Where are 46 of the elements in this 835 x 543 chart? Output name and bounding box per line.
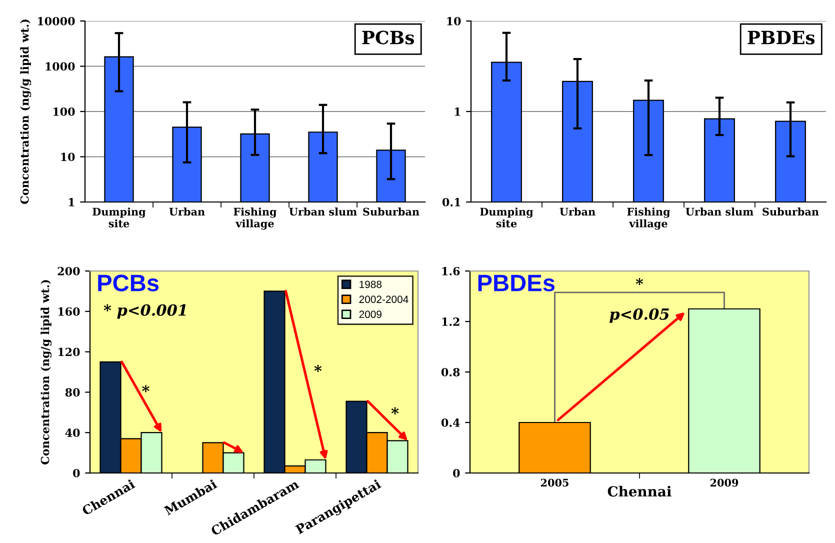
y-tick-label: 10 — [61, 152, 75, 162]
y-axis-title: Concentration (ng/g lipid wt.) — [20, 20, 32, 204]
y-axis-title: Concentration (ng/g lipid wt.) — [40, 280, 52, 464]
legend-label: 2009 — [359, 310, 382, 318]
y-tick-label: 10 — [447, 16, 461, 26]
y-tick-label: 0.8 — [441, 368, 460, 376]
annotation: * — [314, 364, 322, 372]
y-tick-label: 0 — [73, 468, 80, 478]
y-tick-label: 0.4 — [441, 418, 460, 427]
x-tick-label: 2009 — [710, 478, 738, 487]
x-tick-label: Fishing village — [234, 208, 277, 230]
y-tick-label: 160 — [58, 307, 80, 316]
chart-title: PCBs — [362, 30, 414, 44]
y-tick-label: 80 — [65, 388, 80, 397]
y-tick-label: 10000 — [38, 16, 75, 26]
x-tick-label: Urban — [169, 208, 205, 216]
chart-title: PBDEs — [478, 274, 555, 292]
y-tick-label: 0 — [453, 468, 460, 478]
x-tick-label: Urban slum — [289, 208, 357, 216]
y-tick-label: 40 — [65, 428, 80, 437]
y-tick-label: 1.2 — [442, 317, 460, 326]
legend-label: 2002-2004 — [359, 296, 408, 304]
chart-title: PBDEs — [748, 30, 815, 44]
x-tick-label: Dumping site — [480, 208, 534, 228]
annotation: * — [636, 278, 644, 286]
legend-label: 1988 — [360, 280, 382, 288]
x-tick-label: Dumping site — [92, 208, 146, 228]
annotation: * p<0.001 — [104, 304, 186, 319]
y-tick-label: 100 — [53, 107, 75, 116]
y-tick-label: 1 — [68, 198, 74, 206]
x-tick-label: Suburban — [363, 208, 420, 216]
x-tick-label: Fishing village — [627, 208, 670, 230]
annotation: * — [391, 407, 399, 414]
chart-title: PCBs — [98, 274, 159, 292]
y-tick-label: 1 — [454, 107, 460, 116]
x-tick-label: Urban — [560, 208, 596, 216]
y-tick-label: 120 — [58, 348, 80, 356]
y-tick-label: 200 — [58, 266, 80, 276]
x-tick-label: Urban slum — [686, 208, 754, 216]
annotation: p<0.05 — [610, 308, 669, 323]
y-tick-label: 1000 — [46, 62, 75, 71]
y-tick-label: 0.1 — [442, 198, 460, 206]
annotation: * — [142, 385, 150, 392]
y-tick-label: 1.6 — [442, 266, 460, 276]
x-tick-label: Suburban — [762, 208, 819, 216]
x-tick-label: 2005 — [540, 478, 568, 487]
